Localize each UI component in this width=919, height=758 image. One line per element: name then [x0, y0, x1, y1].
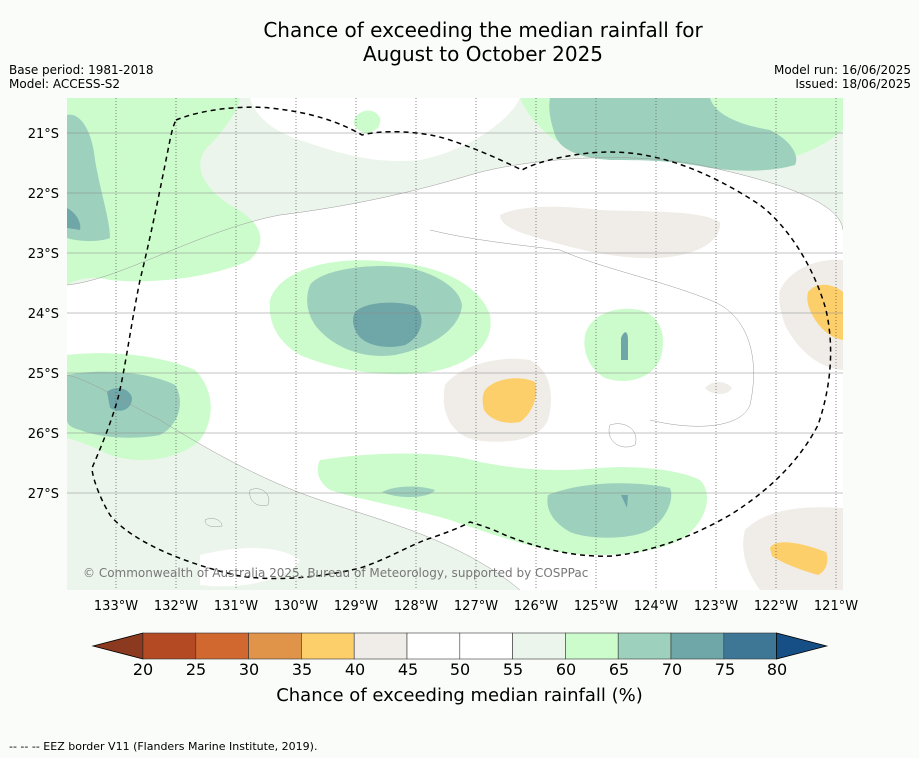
title-line-2: August to October 2025	[362, 42, 604, 66]
issued-date: Issued: 18/06/2025	[795, 77, 911, 91]
colorbar-tick: 35	[291, 660, 313, 679]
lon-label: 128°W	[394, 599, 438, 614]
colorbar-extend-high	[776, 632, 829, 660]
lon-label: 132°W	[154, 599, 198, 614]
colorbar-title: Chance of exceeding median rainfall (%)	[276, 685, 643, 706]
colorbar-bin	[670, 632, 725, 660]
model-run: Model run: 16/06/2025	[773, 63, 911, 77]
colorbar-tick: 80	[766, 660, 788, 679]
rainfall-map: © Commonwealth of Australia 2025, Bureau…	[28, 98, 858, 660]
colorbar-bin	[248, 632, 302, 660]
colorbar-tick: 65	[608, 660, 630, 679]
colorbar-tick: 40	[344, 660, 366, 679]
map-title: Chance of exceeding the median rainfall …	[0, 18, 919, 66]
colorbar	[91, 632, 829, 660]
lon-label: 133°W	[94, 599, 138, 614]
model-name: Model: ACCESS-S2	[9, 77, 121, 91]
colorbar-bin	[301, 632, 355, 660]
lon-label: 124°W	[634, 599, 678, 614]
lat-label: 27°S	[28, 487, 59, 502]
colorbar-tick: 20	[132, 660, 154, 679]
lon-label: 123°W	[694, 599, 738, 614]
lon-label: 121°W	[814, 599, 858, 614]
footer-legend: -- -- -- EEZ border V11 (Flanders Marine…	[9, 740, 318, 753]
lat-label: 22°S	[28, 187, 59, 202]
colorbar-tick: 70	[661, 660, 683, 679]
colorbar-bin	[512, 632, 566, 660]
colorbar-bin	[565, 632, 619, 660]
lon-label: 122°W	[754, 599, 798, 614]
lat-label: 21°S	[28, 127, 59, 142]
colorbar-tick: 50	[449, 660, 471, 679]
colorbar-bin	[723, 632, 777, 660]
colorbar-bin	[459, 632, 513, 660]
colorbar-tick: 75	[714, 660, 736, 679]
colorbar-tick: 25	[185, 660, 207, 679]
latitude-labels: 21°S 22°S 23°S 24°S 25°S 26°S 27°S	[28, 127, 59, 502]
colorbar-tick: 60	[555, 660, 577, 679]
lat-label: 25°S	[28, 367, 59, 382]
colorbar-bin	[617, 632, 672, 660]
colorbar-bin	[142, 632, 197, 660]
lon-label: 129°W	[334, 599, 378, 614]
lat-label: 24°S	[28, 307, 59, 322]
lon-label: 126°W	[514, 599, 558, 614]
colorbar-bin	[353, 632, 408, 660]
lat-label: 23°S	[28, 247, 59, 262]
colorbar-tick: 30	[238, 660, 260, 679]
colorbar-tick-labels: 20 25 30 35 40 45 50 55 60 65 70 75 80	[0, 660, 919, 682]
eez-border	[91, 106, 832, 580]
lat-label: 26°S	[28, 427, 59, 442]
colorbar-extend-low	[91, 632, 144, 660]
lon-label: 130°W	[274, 599, 318, 614]
lon-label: 125°W	[574, 599, 618, 614]
meta-left: Base period: 1981-2018 Model: ACCESS-S2	[9, 63, 154, 91]
longitude-labels: 133°W 132°W 131°W 130°W 129°W 128°W 127°…	[94, 599, 858, 614]
colorbar-tick: 55	[502, 660, 524, 679]
meta-right: Model run: 16/06/2025 Issued: 18/06/2025	[774, 63, 911, 91]
title-line-1: Chance of exceeding the median rainfall …	[263, 18, 703, 42]
lon-label: 131°W	[214, 599, 258, 614]
map-field: © Commonwealth of Australia 2025, Bureau…	[67, 98, 843, 590]
base-period: Base period: 1981-2018	[9, 63, 154, 77]
colorbar-bin	[406, 632, 461, 660]
lon-label: 127°W	[454, 599, 498, 614]
colorbar-bin	[195, 632, 249, 660]
colorbar-tick: 45	[397, 660, 419, 679]
copyright-text: © Commonwealth of Australia 2025, Bureau…	[83, 566, 588, 580]
